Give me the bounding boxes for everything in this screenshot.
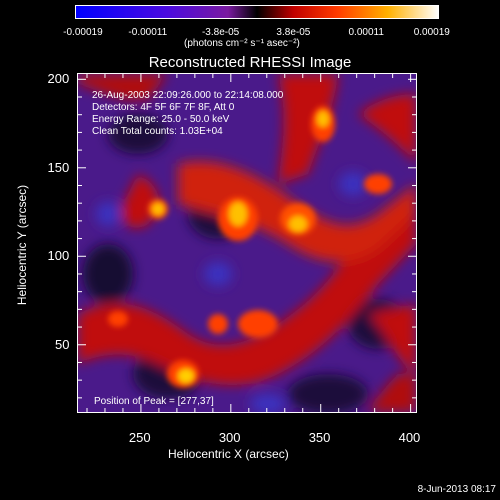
annotation-time-range: 26-Aug-2003 22:09:26.000 to 22:14:08.000 [92,90,284,101]
x-tick-label: 300 [218,430,241,445]
y-tick-label: 50 [55,336,70,352]
y-tick-label: 200 [47,71,70,87]
annotation-peak-position: Position of Peak = [277,37] [94,396,214,407]
colorbar [75,5,439,19]
colorbar-tick-label: -3.8e-05 [201,27,240,38]
annotation-detectors: Detectors: 4F 5F 6F 7F 8F, Att 0 [92,102,235,113]
annotation-energy-range: Energy Range: 25.0 - 50.0 keV [92,114,230,125]
y-axis-label: Heliocentric Y (arcsec) [15,184,29,306]
colorbar-tick-label: -0.00011 [128,27,168,38]
colorbar-units: (photons cm⁻² s⁻¹ asec⁻²) [184,38,300,49]
y-tick-label: 150 [47,159,70,175]
annotation-total-counts: Clean Total counts: 1.03E+04 [92,126,223,137]
plot-frame [77,73,417,413]
colorbar-tick-label: 0.00011 [348,27,384,38]
colorbar-tick-label: 0.00019 [413,27,450,38]
colorbar-tick-label: 3.8e-05 [276,27,311,38]
x-tick-label: 250 [128,430,151,445]
x-axis-label: Heliocentric X (arcsec) [168,447,289,461]
footer-timestamp: 8-Jun-2013 08:17 [417,484,496,495]
x-tick-label: 350 [308,430,331,445]
x-tick-label: 400 [398,430,421,445]
rhessi-image: 26-Aug-2003 22:09:26.000 to 22:14:08.000… [78,74,416,412]
image-title: Reconstructed RHESSI Image [148,54,352,71]
y-tick-label: 100 [47,248,70,264]
colorbar-tick-label: -0.00019 [63,27,103,38]
